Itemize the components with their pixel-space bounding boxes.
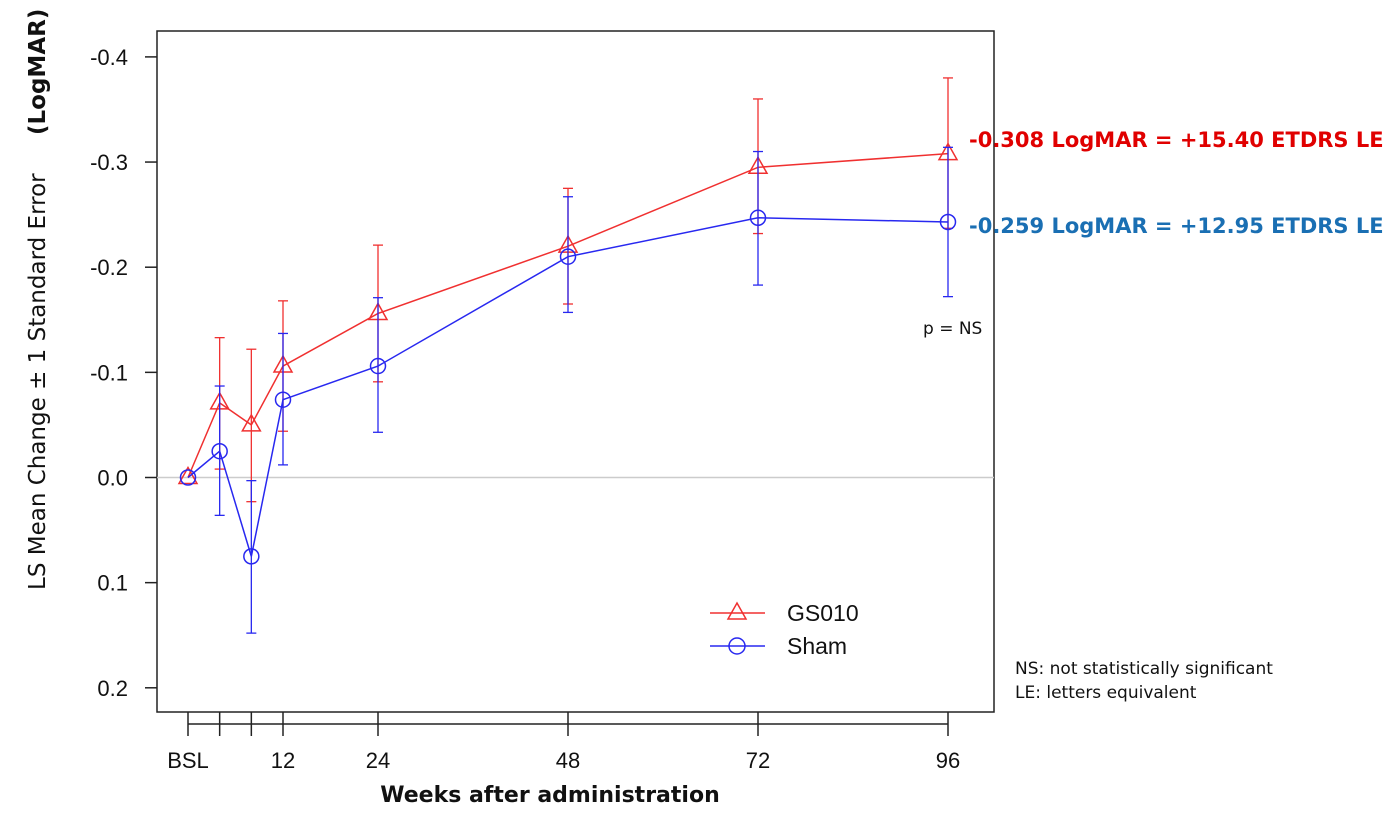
- y-tick-label: -0.1: [90, 360, 128, 385]
- data-point: [274, 391, 292, 408]
- series-layer: [177, 77, 959, 634]
- x-axis-title: Weeks after administration: [380, 783, 719, 808]
- legend-gs010-marker: [726, 601, 748, 620]
- y-tick-label: 0.2: [97, 676, 128, 701]
- data-point: [211, 442, 228, 460]
- x-tick-label: 12: [271, 748, 295, 773]
- data-point: [939, 213, 957, 231]
- y-tick-label: 0.1: [97, 571, 128, 596]
- y-tick-label: -0.4: [90, 45, 128, 70]
- series-line: [187, 217, 949, 557]
- y-axis: -0.4 -0.3 -0.2 -0.1 0.0 0.1 0.2: [90, 45, 157, 701]
- legend-gs010-label: GS010: [787, 600, 859, 626]
- legend: GS010 Sham: [710, 600, 859, 659]
- data-point: [241, 413, 262, 432]
- y-tick-label: 0.0: [97, 466, 128, 491]
- y-axis-title: LS Mean Change ± 1 Standard Error: [25, 173, 51, 590]
- x-tick-label: 96: [936, 748, 960, 773]
- data-point: [559, 248, 577, 265]
- x-tick-label: 48: [556, 748, 580, 773]
- y-tick-label: -0.2: [90, 255, 128, 280]
- data-point: [749, 209, 767, 227]
- sham-annotation: -0.259 LogMAR = +12.95 ETDRS LE: [969, 214, 1384, 238]
- legend-sham-marker: [728, 637, 746, 655]
- data-point: [179, 469, 197, 486]
- x-tick-label: BSL: [167, 748, 209, 773]
- data-point: [369, 357, 387, 375]
- x-tick-label: 24: [366, 748, 390, 773]
- series-sham: [179, 146, 957, 634]
- p-value-label: p = NS: [923, 319, 982, 339]
- data-point: [177, 465, 199, 485]
- legend-sham-label: Sham: [787, 633, 847, 659]
- footnote-ns: NS: not statistically significant: [1015, 659, 1273, 679]
- plot-frame: [156, 30, 995, 713]
- y-axis-unit: (LogMAR): [25, 9, 51, 135]
- x-tick-label: 72: [746, 748, 770, 773]
- footnote-le: LE: letters equivalent: [1015, 683, 1197, 703]
- x-axis: BSL 12 24 48 72 96: [167, 712, 960, 773]
- y-tick-label: -0.3: [90, 150, 128, 175]
- data-point: [243, 548, 260, 565]
- gs010-annotation: -0.308 LogMAR = +15.40 ETDRS LE: [969, 128, 1384, 152]
- series-line: [187, 152, 949, 478]
